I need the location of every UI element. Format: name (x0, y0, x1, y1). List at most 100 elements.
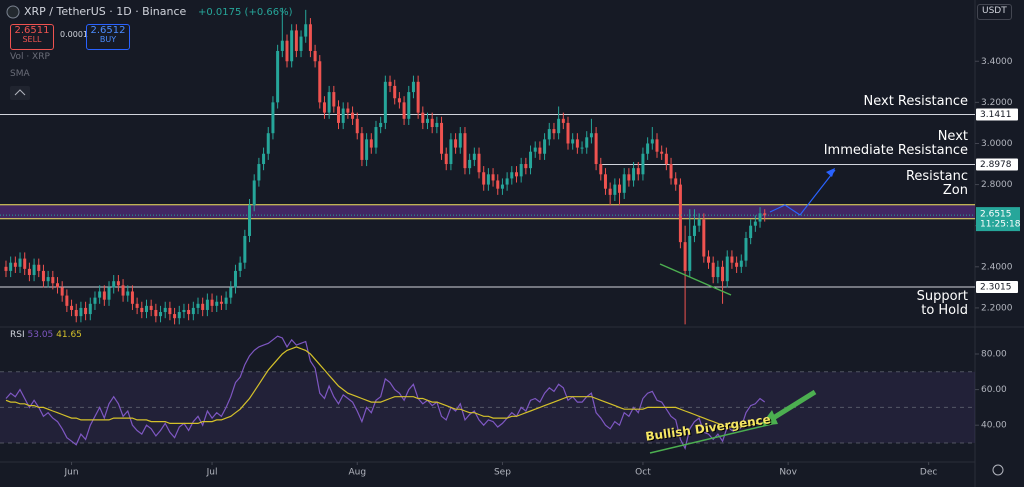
candle-body (365, 139, 369, 160)
candle-body (88, 303, 92, 315)
candle-body (374, 127, 378, 148)
candle-body (112, 281, 116, 288)
candle-body (201, 303, 205, 310)
candle-body (332, 92, 336, 107)
candle-body (758, 213, 762, 222)
projection-arrow (769, 169, 836, 216)
candle-body (416, 81, 420, 113)
level-label: 2.8978 (980, 160, 1012, 170)
candle-body (543, 139, 547, 154)
candle-body (355, 118, 359, 134)
rsi-ma-value: 41.65 (56, 330, 82, 340)
candle-body (669, 164, 673, 179)
x-tick-label: Oct (635, 468, 651, 478)
candle-body (627, 174, 631, 181)
candle-body (393, 85, 397, 99)
candle-body (351, 112, 355, 119)
candle-body (636, 168, 640, 175)
candle-body (763, 213, 767, 216)
candle-body (397, 98, 401, 103)
candle-body (308, 24, 312, 51)
rsi-tick-label: 80.00 (981, 349, 1007, 359)
candle-body (524, 164, 528, 169)
candle-body (294, 30, 298, 51)
candle-body (93, 297, 97, 304)
candle-body (425, 118, 429, 123)
collapse-button[interactable] (10, 86, 30, 100)
coin-icon (6, 5, 20, 19)
candle-body (472, 153, 476, 160)
x-tick-label: Aug (348, 468, 366, 478)
candle-body (744, 238, 748, 261)
level-label: 2.3015 (980, 283, 1012, 293)
x-tick-label: Sep (494, 468, 511, 478)
rsi-tick-label: 40.00 (981, 421, 1007, 431)
annotation: Resistanc Zon (905, 169, 968, 198)
candle-body (561, 118, 565, 123)
candle-body (70, 305, 74, 310)
buy-price: 2.6512 (90, 25, 126, 36)
candle-body (266, 133, 270, 154)
candle-body (402, 102, 406, 119)
candle-body (589, 133, 593, 138)
candle-body (622, 174, 626, 193)
candle-body (238, 262, 242, 271)
candle-body (538, 147, 542, 154)
candle-body (154, 309, 158, 317)
price-change: +0.0175 (+0.66%) (198, 7, 293, 18)
candle-body (318, 61, 322, 103)
candle-body (215, 301, 219, 306)
candle-body (252, 180, 256, 206)
candle-body (299, 36, 303, 51)
candle-body (18, 258, 22, 267)
rsi-arrow (768, 389, 817, 423)
candle-body (571, 139, 575, 144)
candle-body (646, 143, 650, 154)
candle-body (173, 314, 177, 319)
candle-body (739, 260, 743, 267)
last-price-box (976, 207, 1020, 232)
candle-body (674, 178, 678, 185)
settings-icon[interactable] (992, 464, 1004, 476)
candle-body (46, 277, 50, 282)
candle-body (454, 139, 458, 148)
candle-body (79, 307, 83, 317)
annotation: Next Resistance (863, 94, 968, 109)
candle-body (496, 180, 500, 189)
candle-body (102, 291, 106, 300)
candle-body (224, 297, 228, 304)
candle-body (98, 291, 102, 298)
candle-body (655, 139, 659, 152)
rsi-line (5, 335, 766, 450)
candle-body (327, 92, 331, 113)
candle-body (144, 305, 148, 313)
candle-body (692, 225, 696, 236)
y-tick-label: 2.2000 (981, 303, 1013, 313)
candle-body (533, 147, 537, 152)
candle-body (482, 172, 486, 185)
sell-price: 2.6511 (14, 25, 50, 36)
candle-body (233, 270, 237, 288)
sell-button[interactable]: 2.6511 SELL (10, 24, 54, 50)
candle-body (383, 81, 387, 123)
candle-body (721, 266, 725, 282)
candle-body (149, 305, 153, 310)
buy-button[interactable]: 2.6512 BUY (86, 24, 130, 50)
candle-body (500, 184, 504, 189)
candle-body (313, 50, 317, 62)
candle-body (749, 225, 753, 239)
candle-body (580, 147, 584, 149)
currency-button[interactable]: USDT (977, 4, 1012, 20)
rsi-value: 53.05 (27, 330, 54, 340)
candle-body (107, 287, 111, 300)
collapse-icon (14, 89, 26, 96)
candle-body (126, 291, 130, 296)
candle-body (262, 153, 266, 165)
candle-body (716, 266, 720, 278)
candle-body (346, 108, 350, 113)
candle-body (51, 277, 55, 284)
candle-body (205, 299, 209, 310)
candle-body (660, 151, 664, 154)
